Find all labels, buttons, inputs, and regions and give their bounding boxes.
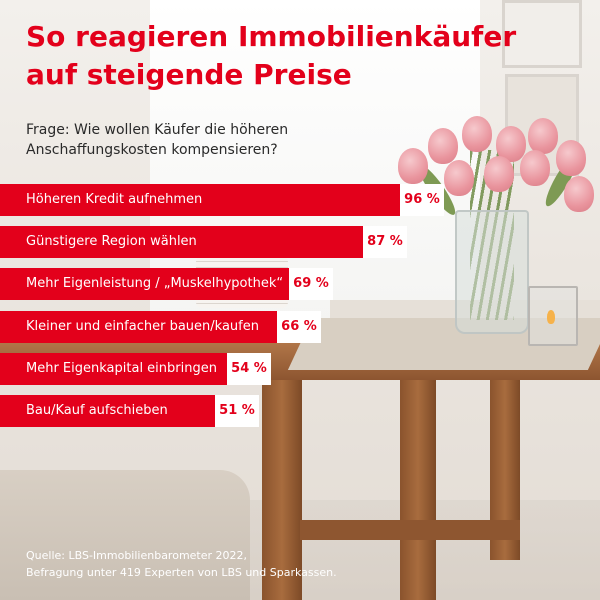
value-label: 54 % <box>227 353 271 385</box>
value-label: 51 % <box>215 395 259 427</box>
survey-question: Frage: Wie wollen Käufer die höheren Ans… <box>26 120 288 160</box>
bar-label: Kleiner und einfacher bauen/kaufen <box>26 319 259 334</box>
bar <box>0 268 289 300</box>
bar-label: Höheren Kredit aufnehmen <box>26 192 203 207</box>
table-leg <box>400 380 436 600</box>
table-leg <box>262 380 302 600</box>
value-label: 66 % <box>277 311 321 343</box>
value-label: 87 % <box>363 226 407 258</box>
table-brace <box>300 520 520 540</box>
chart-title: So reagieren Immobilienkäufer auf steige… <box>26 18 517 94</box>
tulip-icon <box>428 128 458 164</box>
candle-flame-icon <box>547 310 555 324</box>
source-note: Quelle: LBS-Immobilienbarometer 2022, Be… <box>26 547 337 581</box>
picture-frame-top <box>502 0 582 68</box>
tulip-icon <box>520 150 550 186</box>
chart-title-line-1: So reagieren Immobilienkäufer <box>26 20 517 53</box>
bar-label: Mehr Eigenleistung / „Muskelhypothek“ <box>26 276 284 291</box>
bar-label: Günstigere Region wählen <box>26 234 197 249</box>
tulip-icon <box>462 116 492 152</box>
survey-question-line-1: Frage: Wie wollen Käufer die höheren <box>26 122 289 138</box>
bar <box>0 184 400 216</box>
tulip-icon <box>564 176 594 212</box>
value-label: 69 % <box>289 268 333 300</box>
tulip-icon <box>398 148 428 184</box>
bar-label: Mehr Eigenkapital einbringen <box>26 361 217 376</box>
source-note-line-1: Quelle: LBS-Immobilienbarometer 2022, <box>26 549 248 562</box>
tulip-icon <box>556 140 586 176</box>
bench <box>0 470 250 600</box>
chart-title-line-2: auf steigende Preise <box>26 58 352 91</box>
source-note-line-2: Befragung unter 419 Experten von LBS und… <box>26 566 337 579</box>
bar <box>0 311 277 343</box>
value-label: 96 % <box>400 184 444 216</box>
bar <box>0 353 227 385</box>
bar-label: Bau/Kauf aufschieben <box>26 403 168 418</box>
tulip-icon <box>444 160 474 196</box>
survey-question-line-2: Anschaffungskosten kompensieren? <box>26 142 278 158</box>
glass-vase <box>455 210 529 334</box>
tulip-icon <box>528 118 558 154</box>
bar <box>0 226 363 258</box>
bar <box>0 395 215 427</box>
tulip-icon <box>484 156 514 192</box>
